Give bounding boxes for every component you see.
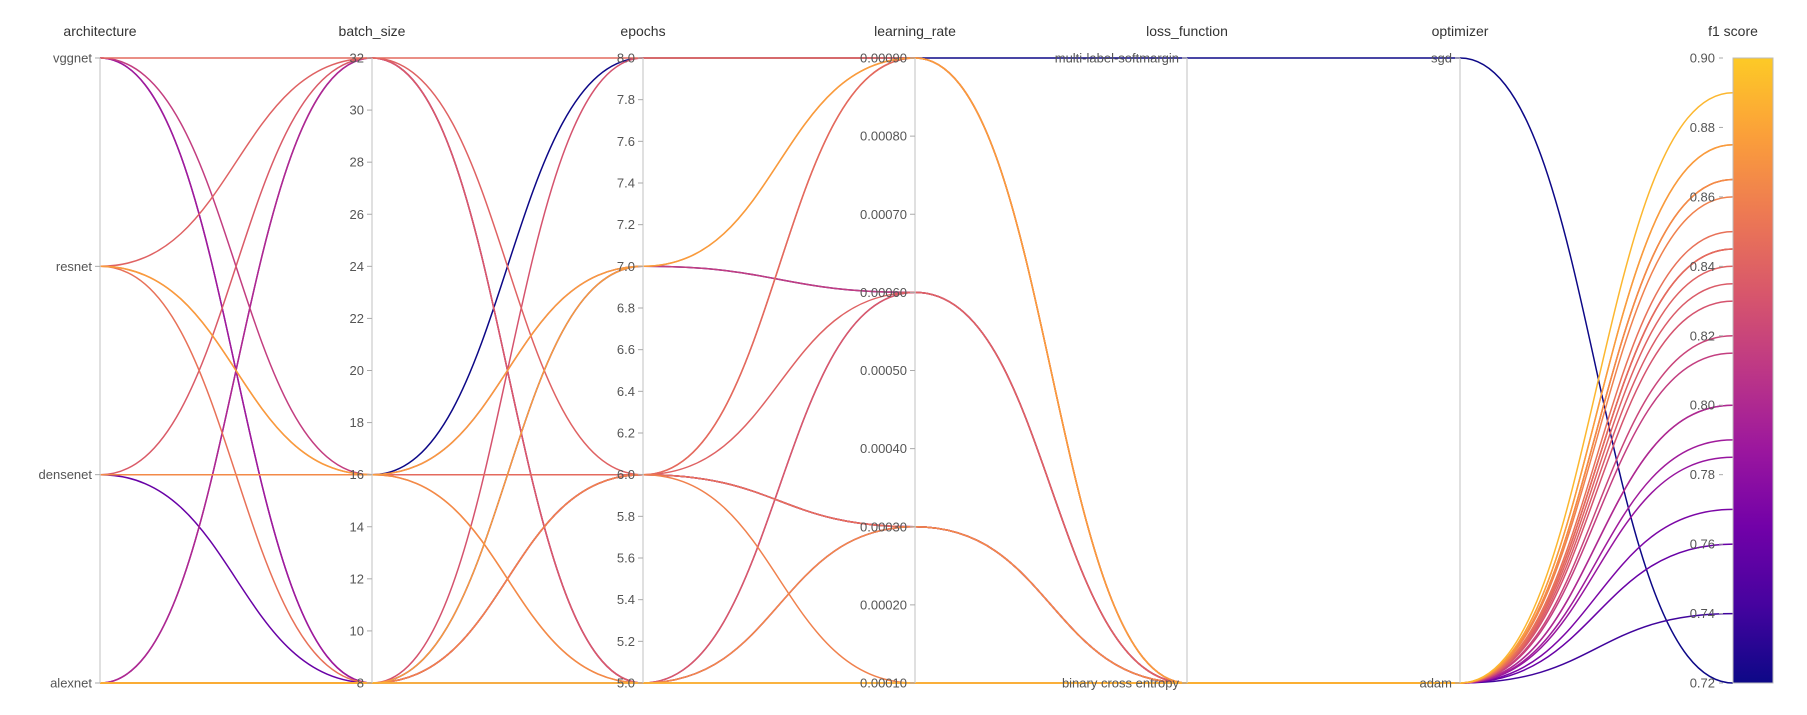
tick-label: 0.74 [1690,606,1715,621]
tick-label: 0.00020 [860,597,907,612]
tick-label: 0.80 [1690,398,1715,413]
tick-label: adam [1419,676,1452,691]
run-line[interactable] [99,196,1734,684]
tick-label: 0.78 [1690,467,1715,482]
tick-label: 6.4 [617,384,635,399]
axis-title: loss_function [1146,23,1228,39]
tick-label: densenet [39,467,93,482]
run-line[interactable] [99,178,1734,684]
run-line[interactable] [99,91,1734,684]
tick-label: 24 [350,259,364,274]
tick-label: alexnet [50,676,92,691]
tick-label: 0.82 [1690,328,1715,343]
run-line[interactable] [99,57,1734,684]
series-lines [99,57,1734,684]
run-line[interactable] [99,57,1734,684]
tick-label: 7.0 [617,259,635,274]
tick-label: 7.8 [617,92,635,107]
run-line[interactable] [99,57,1734,684]
run-line[interactable] [99,473,1734,684]
axes: architecture alexnet densenet resnet vggnet b… [39,23,1759,691]
tick-label: 6.0 [617,467,635,482]
tick-label: 10 [350,623,364,638]
tick-label: 30 [350,103,364,118]
tick-label: 0.00010 [860,676,907,691]
tick-label: 0.00050 [860,363,907,378]
axis-f1: f1 score 0.72 0.74 0.76 0.78 0.80 0.82 0.84 0.86… [1690,23,1758,691]
run-line[interactable] [99,57,1734,684]
tick-label: 5.8 [617,509,635,524]
tick-label: 0.88 [1690,120,1715,135]
tick-label: 0.76 [1690,537,1715,552]
tick-label: 14 [350,519,364,534]
tick-label: 6.6 [617,342,635,357]
run-line[interactable] [100,57,1734,684]
axis-batch-size: batch_size 8 10 12 14 16 18 20 22 24 26 28 30 32 [339,23,406,691]
tick-label: 18 [350,415,364,430]
tick-label: 8.0 [617,51,635,66]
run-line[interactable] [100,335,1734,684]
tick-label: 5.2 [617,634,635,649]
tick-label: 0.86 [1690,189,1715,204]
tick-label: 0.72 [1690,676,1715,691]
axis-title: epochs [620,23,665,39]
tick-label: 7.2 [617,217,635,232]
run-line[interactable] [99,57,1734,684]
run-line[interactable] [99,178,1734,684]
tick-label: sgd [1431,51,1452,66]
axis-learning-rate: learning_rate 0.00010 0.00020 0.00030 0.0004… [860,23,956,691]
axis-title: f1 score [1708,23,1758,39]
tick-label: 5.0 [617,676,635,691]
tick-label: 7.4 [617,176,635,191]
axis-architecture: architecture alexnet densenet resnet vggnet [39,23,137,691]
tick-label: vggnet [53,51,92,66]
tick-label: 5.4 [617,592,635,607]
axis-epochs: epochs 5.0 5.2 5.4 5.6 5.8 6.0 6.2 6.4 6.6 6.8 7.0 7… [617,23,666,691]
tick-label: 7.6 [617,134,635,149]
tick-label: resnet [56,259,93,274]
tick-label: 0.00070 [860,207,907,222]
tick-label: 6.8 [617,301,635,316]
axis-title: optimizer [1432,23,1489,39]
tick-label: 8 [357,676,364,691]
axis-title: batch_size [339,23,406,39]
run-line[interactable] [99,57,1734,684]
tick-label: 26 [350,207,364,222]
tick-label: multi-label-softmargin [1055,51,1179,66]
run-line[interactable] [99,57,1734,684]
run-line[interactable] [100,178,1734,684]
tick-label: 20 [350,363,364,378]
tick-label: 22 [350,311,364,326]
tick-label: 12 [350,571,364,586]
axis-title: architecture [63,23,136,39]
tick-label: 0.00080 [860,129,907,144]
run-line[interactable] [99,57,1734,684]
run-line[interactable] [99,57,1734,684]
axis-title: learning_rate [874,23,956,39]
tick-label: 28 [350,155,364,170]
tick-label: 0.00090 [860,51,907,66]
tick-label: 0.00040 [860,441,907,456]
tick-label: 0.00060 [860,285,907,300]
run-line[interactable] [100,57,1734,684]
tick-label: binary cross entropy [1062,676,1180,691]
run-line[interactable] [99,57,1734,684]
tick-label: 0.90 [1690,51,1715,66]
run-line[interactable] [99,230,1734,684]
tick-label: 5.6 [617,551,635,566]
tick-label: 0.00030 [860,519,907,534]
colorbar-scale [1732,57,1774,684]
tick-label: 0.84 [1690,259,1715,274]
run-line[interactable] [99,57,1734,684]
run-line[interactable] [99,404,1734,684]
tick-label: 32 [350,51,364,66]
tick-label: 16 [350,467,364,482]
axis-optimizer: optimizer adam sgd [1419,23,1488,691]
run-line[interactable] [99,57,1734,684]
tick-label: 6.2 [617,426,635,441]
colorbar [1732,57,1774,684]
